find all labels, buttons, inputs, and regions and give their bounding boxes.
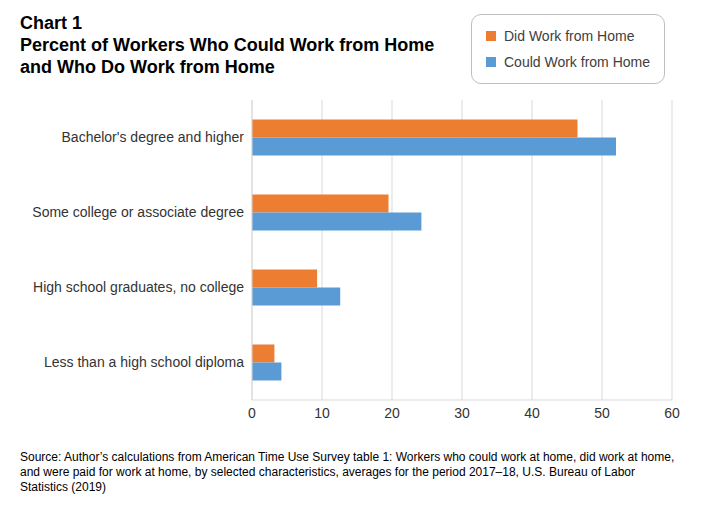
html-text:Did Work from Home: Did Work from Home (504, 28, 635, 44)
svg-text:30: 30 (454, 405, 470, 421)
svg-text:Bachelor's degree and higher: Bachelor's degree and higher (62, 129, 245, 145)
html-text:Chart 1: Chart 1 (20, 13, 82, 33)
svg-text:40: 40 (524, 405, 540, 421)
html-text:Could Work from Home: Could Work from Home (504, 54, 650, 70)
html-text:Source: Author’s calculations: Source: Author’s calculations from Ameri… (20, 450, 675, 494)
svg-text:Some college or associate degr: Some college or associate degree (32, 204, 244, 220)
svg-text:High school graduates, no coll: High school graduates, no college (33, 279, 244, 295)
html-text:Percent of Workers Who Could W: Percent of Workers Who Could Work from H… (20, 35, 435, 77)
svg-text:0: 0 (248, 405, 256, 421)
svg-text:10: 10 (314, 405, 330, 421)
svg-text:60: 60 (664, 405, 680, 421)
svg-text:20: 20 (384, 405, 400, 421)
svg-text:Less than a high school diplom: Less than a high school diploma (44, 354, 244, 370)
svg-text:50: 50 (594, 405, 610, 421)
